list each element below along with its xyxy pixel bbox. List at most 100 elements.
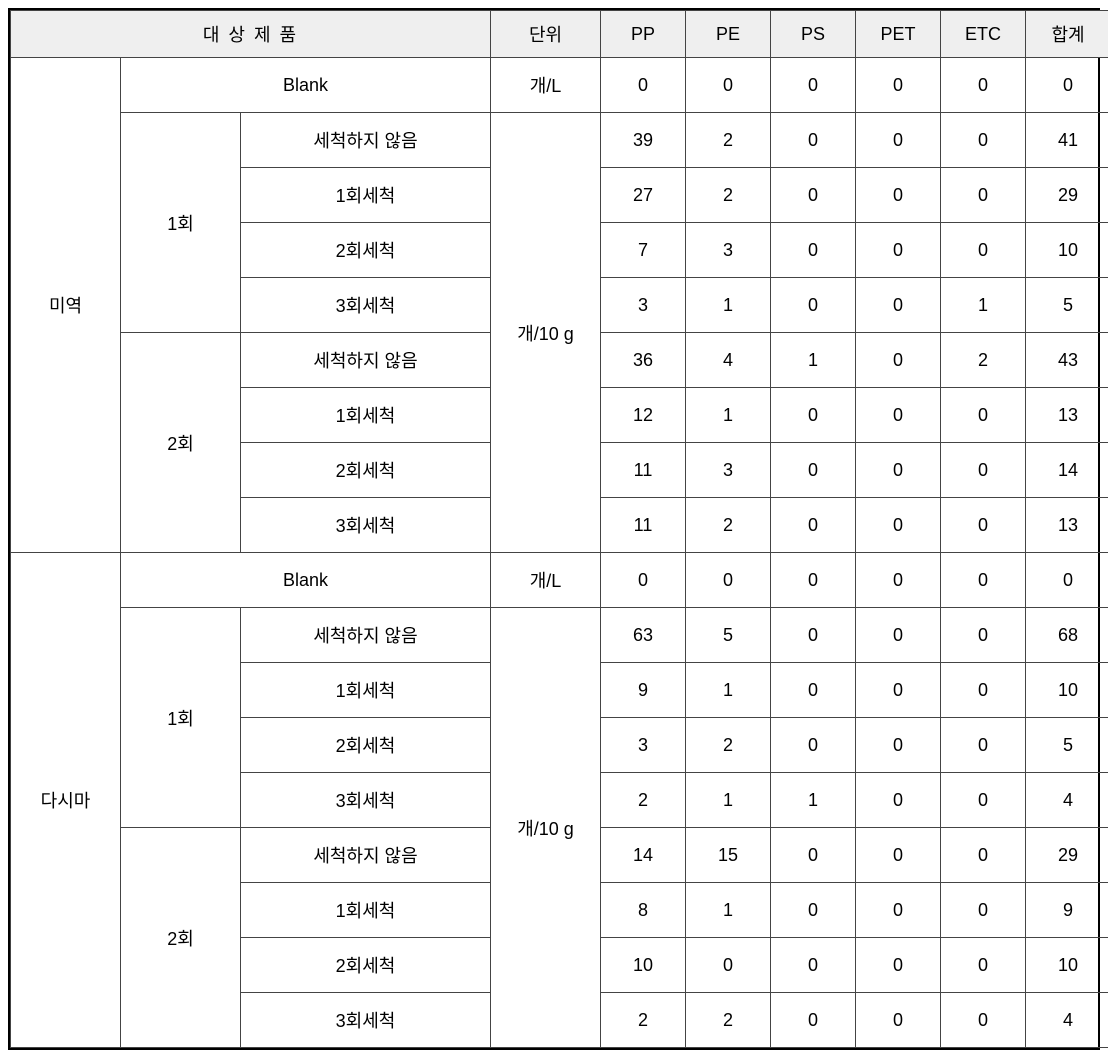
- cell-pet: 0: [856, 553, 941, 608]
- cell-total: 0: [1026, 553, 1108, 608]
- cell-ps: 0: [771, 608, 856, 663]
- unit-sample: 개/10 g: [491, 113, 601, 553]
- cell-pp: 3: [601, 278, 686, 333]
- cell-pp: 2: [601, 773, 686, 828]
- product-name: 미역: [11, 58, 121, 553]
- cell-etc: 0: [941, 608, 1026, 663]
- cell-pet: 0: [856, 938, 941, 993]
- cell-ps: 0: [771, 663, 856, 718]
- cell-ps: 0: [771, 883, 856, 938]
- cell-ps: 0: [771, 828, 856, 883]
- header-row: 대 상 제 품 단위 PP PE PS PET ETC 합계: [11, 11, 1108, 58]
- cell-ps: 0: [771, 113, 856, 168]
- table-row: 1회 세척하지 않음 개/10 g 39 2 0 0 0 41: [11, 113, 1108, 168]
- cell-total: 4: [1026, 993, 1108, 1048]
- cell-ps: 0: [771, 498, 856, 553]
- cell-ps: 0: [771, 223, 856, 278]
- cell-pet: 0: [856, 773, 941, 828]
- cell-etc: 0: [941, 718, 1026, 773]
- cell-total: 14: [1026, 443, 1108, 498]
- cell-pp: 14: [601, 828, 686, 883]
- cell-pet: 0: [856, 333, 941, 388]
- cell-total: 41: [1026, 113, 1108, 168]
- unit-sample: 개/10 g: [491, 608, 601, 1048]
- cell-pe: 2: [686, 113, 771, 168]
- cell-etc: 0: [941, 553, 1026, 608]
- cell-pe: 0: [686, 58, 771, 113]
- cell-pe: 3: [686, 443, 771, 498]
- cell-pp: 2: [601, 993, 686, 1048]
- cell-pp: 36: [601, 333, 686, 388]
- wash-label: 3회세척: [241, 773, 491, 828]
- cell-pe: 15: [686, 828, 771, 883]
- cell-etc: 0: [941, 168, 1026, 223]
- wash-label: 3회세척: [241, 498, 491, 553]
- cell-pet: 0: [856, 443, 941, 498]
- header-pe: PE: [686, 11, 771, 58]
- cell-total: 68: [1026, 608, 1108, 663]
- cell-pet: 0: [856, 608, 941, 663]
- wash-label: 2회세척: [241, 938, 491, 993]
- cell-total: 0: [1026, 58, 1108, 113]
- cell-etc: 0: [941, 223, 1026, 278]
- cell-etc: 0: [941, 663, 1026, 718]
- unit-blank: 개/L: [491, 58, 601, 113]
- cell-pe: 3: [686, 223, 771, 278]
- header-pp: PP: [601, 11, 686, 58]
- wash-label: 2회세척: [241, 718, 491, 773]
- cell-pet: 0: [856, 498, 941, 553]
- wash-label: 세척하지 않음: [241, 333, 491, 388]
- product-name: 다시마: [11, 553, 121, 1048]
- wash-label: 2회세척: [241, 223, 491, 278]
- cell-total: 9: [1026, 883, 1108, 938]
- cell-pe: 5: [686, 608, 771, 663]
- trial-label: 1회: [121, 113, 241, 333]
- cell-total: 5: [1026, 718, 1108, 773]
- cell-pet: 0: [856, 883, 941, 938]
- cell-pp: 63: [601, 608, 686, 663]
- cell-pp: 8: [601, 883, 686, 938]
- cell-pe: 1: [686, 883, 771, 938]
- cell-etc: 0: [941, 113, 1026, 168]
- cell-ps: 0: [771, 168, 856, 223]
- wash-label: 1회세척: [241, 388, 491, 443]
- trial-label: 2회: [121, 828, 241, 1048]
- cell-total: 13: [1026, 498, 1108, 553]
- cell-total: 29: [1026, 828, 1108, 883]
- cell-pe: 0: [686, 938, 771, 993]
- trial-label: 2회: [121, 333, 241, 553]
- cell-etc: 0: [941, 938, 1026, 993]
- cell-pp: 12: [601, 388, 686, 443]
- cell-etc: 2: [941, 333, 1026, 388]
- cell-ps: 0: [771, 993, 856, 1048]
- cell-ps: 0: [771, 718, 856, 773]
- cell-pe: 2: [686, 168, 771, 223]
- blank-label: Blank: [121, 553, 491, 608]
- cell-total: 4: [1026, 773, 1108, 828]
- cell-ps: 0: [771, 443, 856, 498]
- cell-pp: 11: [601, 498, 686, 553]
- cell-pp: 11: [601, 443, 686, 498]
- cell-pp: 7: [601, 223, 686, 278]
- cell-etc: 0: [941, 58, 1026, 113]
- cell-total: 29: [1026, 168, 1108, 223]
- cell-etc: 0: [941, 498, 1026, 553]
- cell-pet: 0: [856, 663, 941, 718]
- cell-pet: 0: [856, 718, 941, 773]
- wash-label: 1회세척: [241, 168, 491, 223]
- cell-ps: 0: [771, 388, 856, 443]
- header-etc: ETC: [941, 11, 1026, 58]
- cell-pet: 0: [856, 828, 941, 883]
- cell-pp: 0: [601, 553, 686, 608]
- wash-label: 1회세척: [241, 663, 491, 718]
- cell-ps: 0: [771, 938, 856, 993]
- cell-pp: 39: [601, 113, 686, 168]
- cell-ps: 1: [771, 773, 856, 828]
- cell-pp: 10: [601, 938, 686, 993]
- wash-label: 1회세척: [241, 883, 491, 938]
- cell-pe: 0: [686, 553, 771, 608]
- header-pet: PET: [856, 11, 941, 58]
- wash-label: 세척하지 않음: [241, 113, 491, 168]
- cell-pet: 0: [856, 223, 941, 278]
- cell-total: 10: [1026, 663, 1108, 718]
